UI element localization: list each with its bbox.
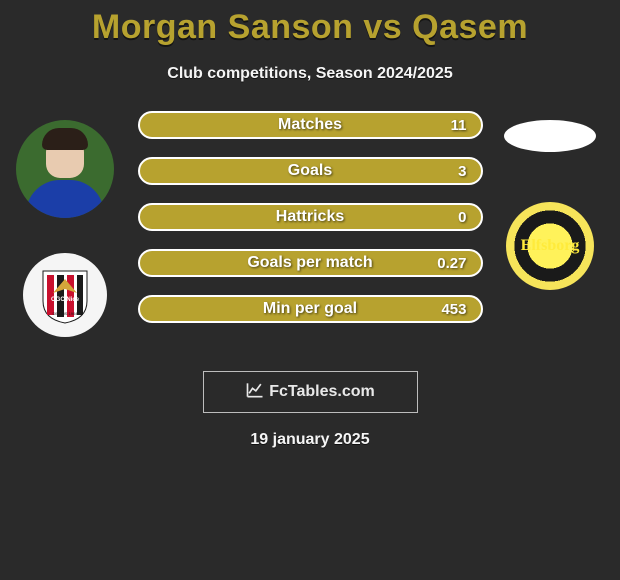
brand-box[interactable]: FcTables.com: [203, 371, 418, 413]
stat-bar-matches: Matches 11: [138, 111, 483, 139]
stat-bar-goals-per-match: Goals per match 0.27: [138, 249, 483, 277]
brand-label: FcTables.com: [269, 383, 375, 401]
date-label: 19 january 2025: [0, 431, 620, 449]
stat-right-value: 0.27: [437, 255, 466, 272]
elfsborg-text: Elfsborg: [521, 237, 580, 255]
nice-sub: DEPUIS 1904: [53, 311, 79, 316]
player-avatar: [16, 120, 114, 218]
right-ellipse: [504, 120, 596, 152]
stat-right-value: 453: [441, 301, 466, 318]
stat-bar-min-per-goal: Min per goal 453: [138, 295, 483, 323]
stat-bars: Matches 11 Goals 3 Hattricks 0 Goals per…: [138, 111, 483, 323]
left-column: OGC Nice DEPUIS 1904: [10, 120, 120, 337]
page-title: Morgan Sanson vs Qasem: [0, 8, 620, 47]
stat-label: Goals: [288, 162, 332, 180]
nice-text: OGC Nice: [51, 297, 80, 303]
stat-label: Goals per match: [247, 254, 372, 272]
stat-right-value: 11: [451, 117, 467, 134]
stat-bar-hattricks: Hattricks 0: [138, 203, 483, 231]
stat-label: Hattricks: [276, 208, 344, 226]
chart-icon: [245, 380, 265, 405]
subtitle: Club competitions, Season 2024/2025: [0, 65, 620, 83]
nice-crest-icon: OGC Nice DEPUIS 1904: [35, 265, 95, 325]
club-badge-elfsborg: Elfsborg: [506, 202, 594, 290]
stat-label: Matches: [278, 116, 342, 134]
club-badge-nice: OGC Nice DEPUIS 1904: [23, 253, 107, 337]
stat-right-value: 0: [458, 209, 466, 226]
stat-right-value: 3: [458, 163, 466, 180]
stat-label: Min per goal: [263, 300, 357, 318]
stat-bar-goals: Goals 3: [138, 157, 483, 185]
right-column: Elfsborg: [500, 120, 600, 290]
